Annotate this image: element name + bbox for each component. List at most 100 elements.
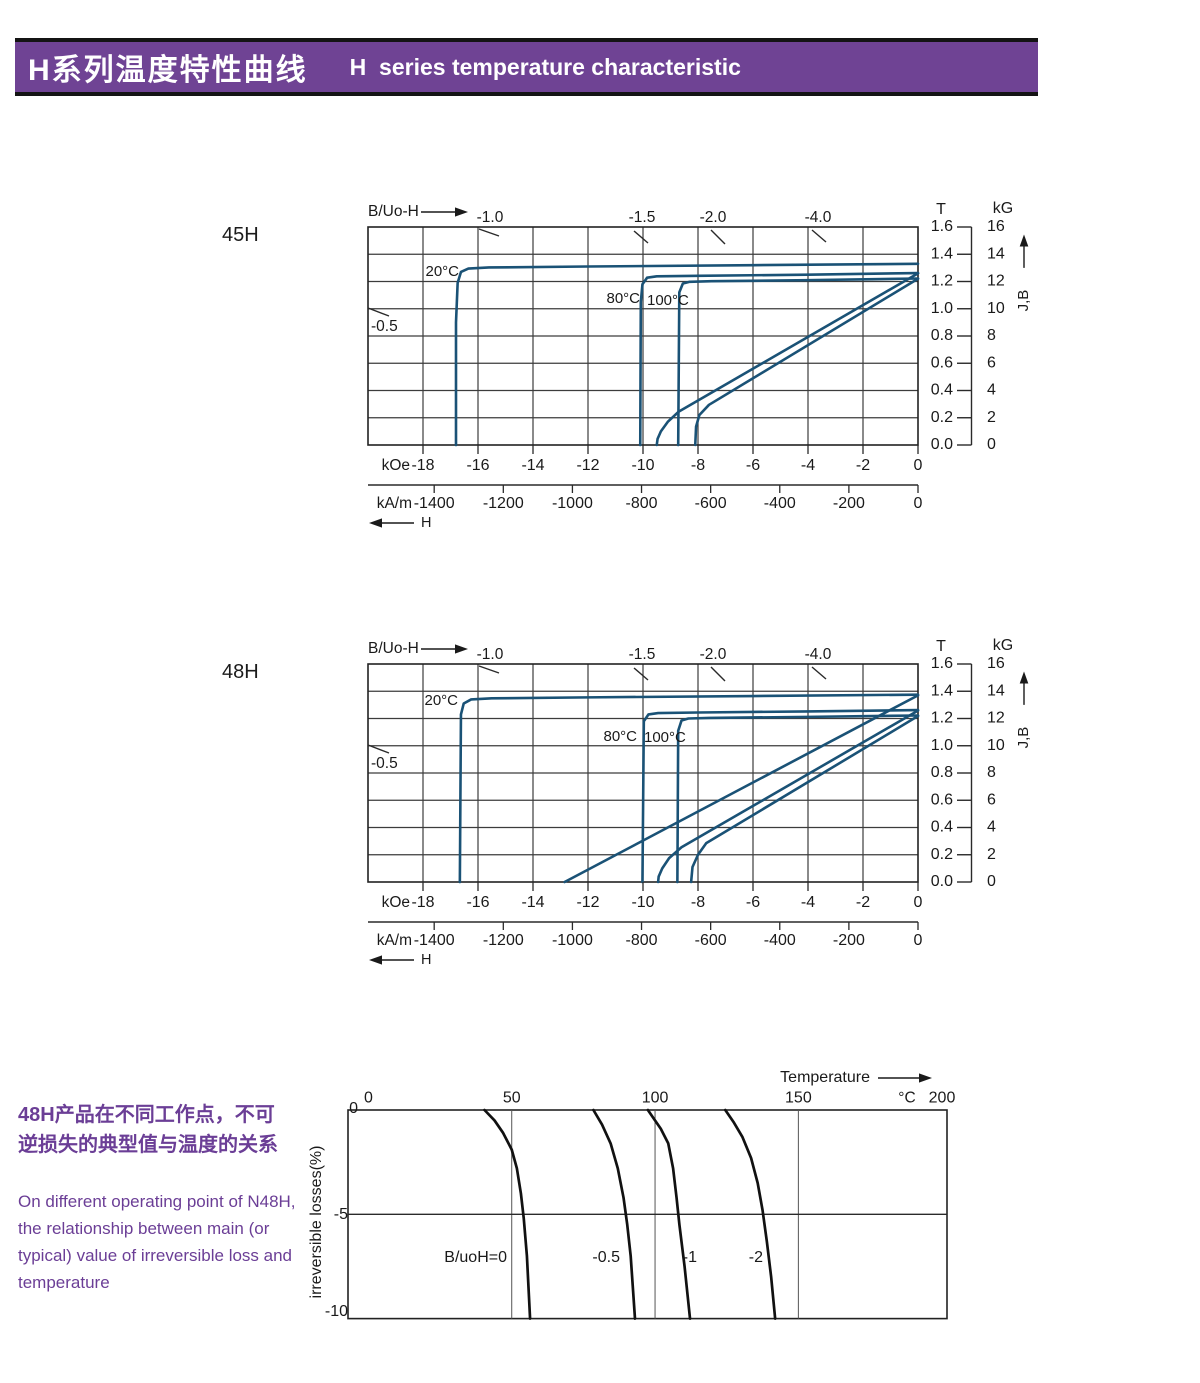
load-line-label: -4.0 bbox=[805, 209, 832, 226]
t-tick-label: 0.4 bbox=[931, 382, 953, 399]
temp-label-20c: 20°C bbox=[424, 692, 458, 709]
kg-tick-label: 16 bbox=[987, 218, 1005, 235]
kam-unit-label: kA/m bbox=[377, 932, 412, 949]
kg-tick-label: 6 bbox=[987, 791, 996, 808]
loss-curve-label: -0.5 bbox=[592, 1249, 620, 1266]
kg-tick-label: 12 bbox=[987, 273, 1005, 290]
kam-tick-label: 0 bbox=[914, 932, 923, 949]
jb-axis-label: J,B bbox=[1015, 290, 1032, 312]
curve-B-100C bbox=[693, 277, 920, 447]
koe-tick-label: -18 bbox=[411, 894, 434, 911]
load-line-mark bbox=[710, 666, 726, 682]
curve-J-100C bbox=[676, 277, 920, 447]
t-tick-label: 0.0 bbox=[931, 873, 953, 890]
t-tick-label: 1.2 bbox=[931, 710, 953, 727]
loss-curve-label: B/uoH=0 bbox=[444, 1249, 507, 1266]
load-line-label-left: -0.5 bbox=[371, 318, 398, 335]
loss-tick-label: -10 bbox=[325, 1303, 348, 1320]
loss-tick-label: -5 bbox=[334, 1206, 348, 1223]
unit-kg-label: kG bbox=[993, 637, 1013, 654]
curve-J-100C bbox=[676, 714, 920, 884]
koe-tick-label: -12 bbox=[576, 894, 599, 911]
load-line-label: -1.0 bbox=[477, 209, 504, 226]
bh-corner-arrow-head bbox=[455, 207, 468, 217]
kg-tick-label: 14 bbox=[987, 682, 1005, 699]
kg-tick-label: 4 bbox=[987, 382, 996, 399]
load-line-mark bbox=[367, 307, 390, 317]
temperature-axis-label: Temperature bbox=[780, 1069, 870, 1086]
koe-tick-label: -12 bbox=[576, 457, 599, 474]
jb-axis-label: J,B bbox=[1015, 727, 1032, 749]
curve-B-80C bbox=[655, 272, 920, 447]
jb-arrow-head bbox=[1019, 671, 1029, 684]
unit-t-label: T bbox=[936, 201, 946, 218]
grade-label-45h: 45H bbox=[222, 224, 259, 246]
h-arrow-head bbox=[369, 518, 382, 528]
load-line-label: -2.0 bbox=[700, 646, 727, 663]
kam-tick-label: -800 bbox=[626, 495, 658, 512]
temp-tick-label: 0 bbox=[364, 1090, 373, 1107]
temp-label-20c: 20°C bbox=[425, 263, 459, 280]
koe-tick-label: -2 bbox=[856, 894, 870, 911]
load-line-mark bbox=[811, 229, 827, 243]
grid bbox=[367, 226, 919, 446]
celsius-unit-label: °C bbox=[898, 1090, 915, 1107]
curves bbox=[458, 693, 920, 884]
t-tick-label: 0.0 bbox=[931, 436, 953, 453]
kg-tick-label: 0 bbox=[987, 873, 996, 890]
curve-J-80C bbox=[641, 708, 920, 884]
koe-tick-label: 0 bbox=[914, 457, 923, 474]
koe-tick-label: -6 bbox=[746, 457, 760, 474]
koe-unit-label: kOe bbox=[382, 457, 410, 474]
curve-B-20C bbox=[563, 694, 920, 884]
loss-curve-label: -2 bbox=[749, 1249, 763, 1266]
koe-tick-label: -16 bbox=[466, 457, 489, 474]
load-line-label: -1.0 bbox=[477, 646, 504, 663]
kg-tick-label: 4 bbox=[987, 819, 996, 836]
t-tick-label: 0.2 bbox=[931, 846, 953, 863]
kg-tick-label: 2 bbox=[987, 409, 996, 426]
h-arrow-head bbox=[369, 955, 382, 965]
kg-tick-label: 2 bbox=[987, 846, 996, 863]
t-tick-label: 1.0 bbox=[931, 737, 953, 754]
koe-tick-label: -16 bbox=[466, 894, 489, 911]
kam-tick-label: -200 bbox=[833, 932, 865, 949]
t-tick-label: 0.6 bbox=[931, 791, 953, 808]
kg-tick-label: 0 bbox=[987, 436, 996, 453]
unit-t-label: T bbox=[936, 638, 946, 655]
h-axis-label: H bbox=[421, 952, 431, 968]
x-axis-koe: -18 -16 -14 -12 -10 -8 -6 -4 -2 0 kOe bbox=[382, 445, 923, 474]
load-line-mark bbox=[633, 230, 649, 244]
t-tick-label: 1.2 bbox=[931, 273, 953, 290]
bh-corner-arrow-head bbox=[455, 644, 468, 654]
load-line-label: -1.5 bbox=[629, 209, 656, 226]
koe-tick-label: -10 bbox=[631, 457, 654, 474]
kam-tick-label: -400 bbox=[764, 932, 796, 949]
t-tick-label: 0.8 bbox=[931, 764, 953, 781]
loss-curve--1 bbox=[646, 1108, 692, 1320]
kam-tick-label: -1400 bbox=[414, 932, 455, 949]
loss-curve-B/uoH=0 bbox=[483, 1108, 532, 1320]
load-line-mark bbox=[478, 665, 500, 674]
loss-curve-label: -1 bbox=[683, 1249, 697, 1266]
loss-curve--2 bbox=[723, 1108, 777, 1320]
kam-tick-label: -1200 bbox=[483, 932, 524, 949]
loss-chart: 0 50 100 150 °C 200 Temperature 0 -5 -10irreversi… bbox=[308, 1069, 955, 1320]
koe-tick-label: -8 bbox=[691, 894, 705, 911]
koe-tick-label: -8 bbox=[691, 457, 705, 474]
temp-label-80c: 80°C bbox=[606, 290, 640, 307]
bh-corner-label: B/Uo-H bbox=[368, 203, 419, 220]
load-line-mark bbox=[367, 744, 390, 754]
page-title-cn: H系列温度特性曲线 bbox=[28, 54, 308, 87]
t-tick-label: 0.2 bbox=[931, 409, 953, 426]
loss-curve--0.5 bbox=[592, 1108, 637, 1320]
side-note-english: On different operating point of N48H, th… bbox=[18, 1192, 296, 1292]
curve-J-80C bbox=[638, 271, 920, 447]
load-line-label: -1.5 bbox=[629, 646, 656, 663]
koe-tick-label: -4 bbox=[801, 894, 815, 911]
load-line-mark bbox=[633, 667, 649, 681]
temp-tick-label: 100 bbox=[642, 1090, 669, 1107]
h-axis-label: H bbox=[421, 515, 431, 531]
